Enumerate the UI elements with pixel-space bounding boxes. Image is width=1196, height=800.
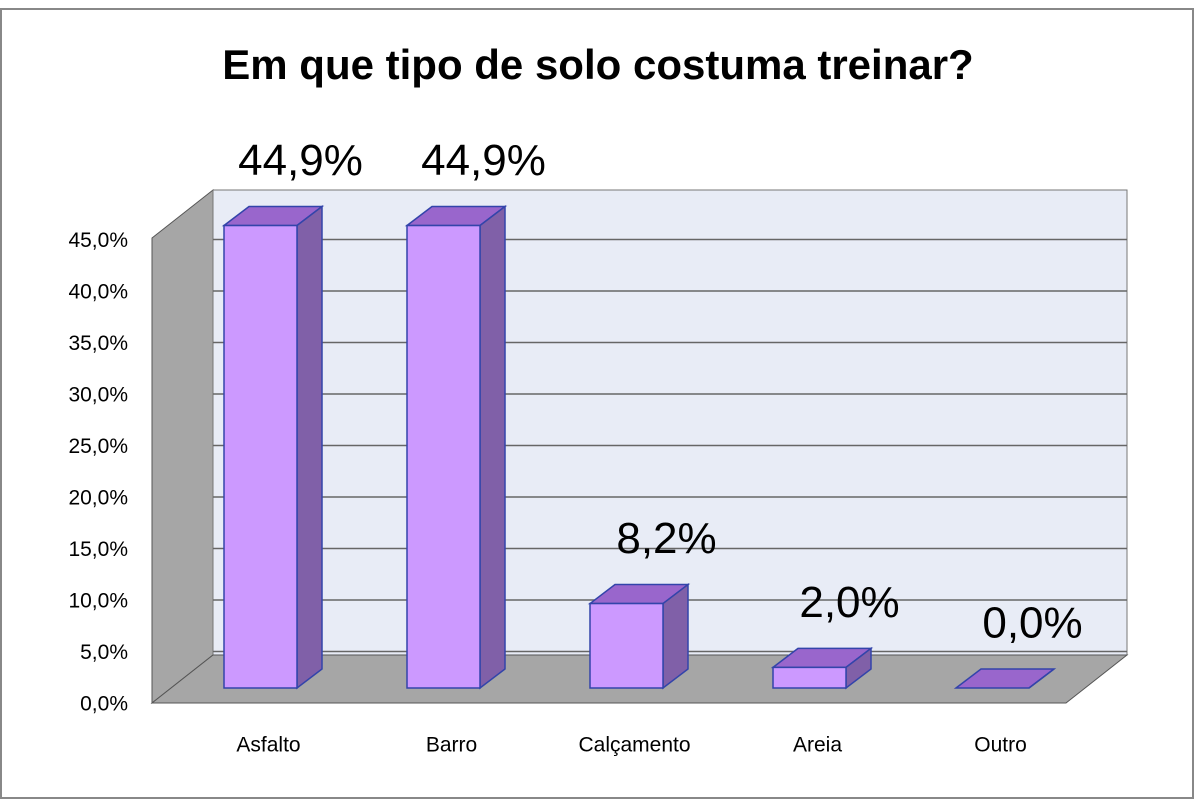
x-tick-label: Barro [426,734,477,757]
y-tick-label: 5,0% [80,641,128,664]
value-label: 44,9% [238,136,363,185]
y-tick-label: 15,0% [68,538,128,561]
y-tick-label: 40,0% [68,281,128,304]
x-tick-label: Areia [793,734,842,757]
chart-title: Em que tipo de solo costuma treinar? [222,41,973,88]
value-label: 0,0% [982,599,1082,648]
value-label: 8,2% [616,514,716,563]
y-tick-label: 25,0% [68,435,128,458]
bar-side [296,205,323,690]
side-wall [151,188,214,705]
value-label: 2,0% [799,578,899,627]
bar-side [1028,668,1055,689]
x-tick-label: Calçamento [578,734,690,757]
bar [589,602,664,689]
y-tick-label: 45,0% [68,229,128,252]
bar [223,224,298,689]
x-tick-label: Asfalto [236,734,300,757]
value-label: 44,9% [421,136,546,185]
x-tick-label: Outro [974,734,1027,757]
back-wall [212,189,1128,656]
y-tick-label: 30,0% [68,384,128,407]
bar [406,224,481,689]
bar [772,666,847,689]
y-tick-label: 10,0% [68,590,128,613]
bar-side [479,205,506,690]
y-tick-label: 20,0% [68,487,128,510]
y-tick-label: 35,0% [68,332,128,355]
bar-side [662,583,689,690]
y-tick-label: 0,0% [80,693,128,716]
